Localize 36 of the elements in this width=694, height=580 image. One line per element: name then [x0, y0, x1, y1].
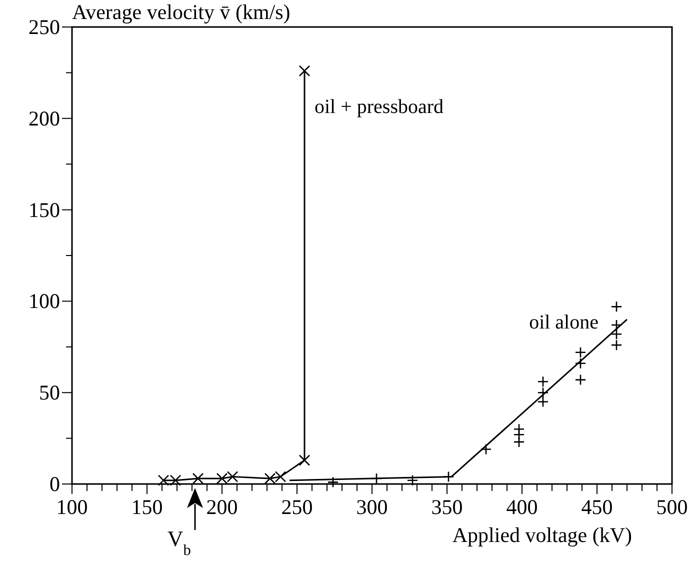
point — [610, 328, 622, 340]
x-tick-label: 200 — [206, 495, 238, 519]
x-tick-label: 250 — [281, 495, 313, 519]
y-tick-label: 100 — [28, 289, 60, 314]
point — [574, 374, 586, 386]
series-label: oil alone — [529, 312, 599, 334]
point — [298, 454, 310, 466]
point — [298, 65, 310, 77]
y-tick-label: 250 — [28, 15, 60, 39]
point — [610, 301, 622, 312]
annotation: V$_{b}$ — [167, 526, 192, 558]
point — [513, 436, 525, 448]
x-tick-label: 450 — [581, 495, 613, 519]
point — [480, 444, 492, 455]
series-label: oil + pressboard — [314, 96, 444, 118]
point — [574, 346, 586, 358]
point — [192, 472, 204, 484]
point — [610, 319, 622, 331]
x-tick-label: 100 — [56, 495, 88, 519]
y-axis-title: Average velocity v̄ (km/s) — [72, 0, 290, 24]
x-tick-label: 300 — [356, 495, 388, 519]
y-tick-label: 150 — [28, 198, 60, 222]
x-tick-label: 350 — [431, 495, 463, 519]
y-tick-label: 50 — [39, 380, 60, 405]
point — [574, 358, 586, 369]
point — [537, 396, 549, 408]
y-tick-label: 200 — [28, 106, 60, 130]
x-tick-label: 150 — [131, 495, 163, 519]
point — [610, 339, 622, 351]
point — [406, 474, 418, 486]
point — [537, 376, 549, 388]
point — [327, 476, 339, 488]
x-tick-label: 400 — [506, 495, 538, 519]
x-tick-label: 500 — [656, 495, 688, 519]
x-axis-title: Applied voltage (kV) — [452, 523, 632, 547]
y-tick-label: 0 — [50, 472, 60, 496]
